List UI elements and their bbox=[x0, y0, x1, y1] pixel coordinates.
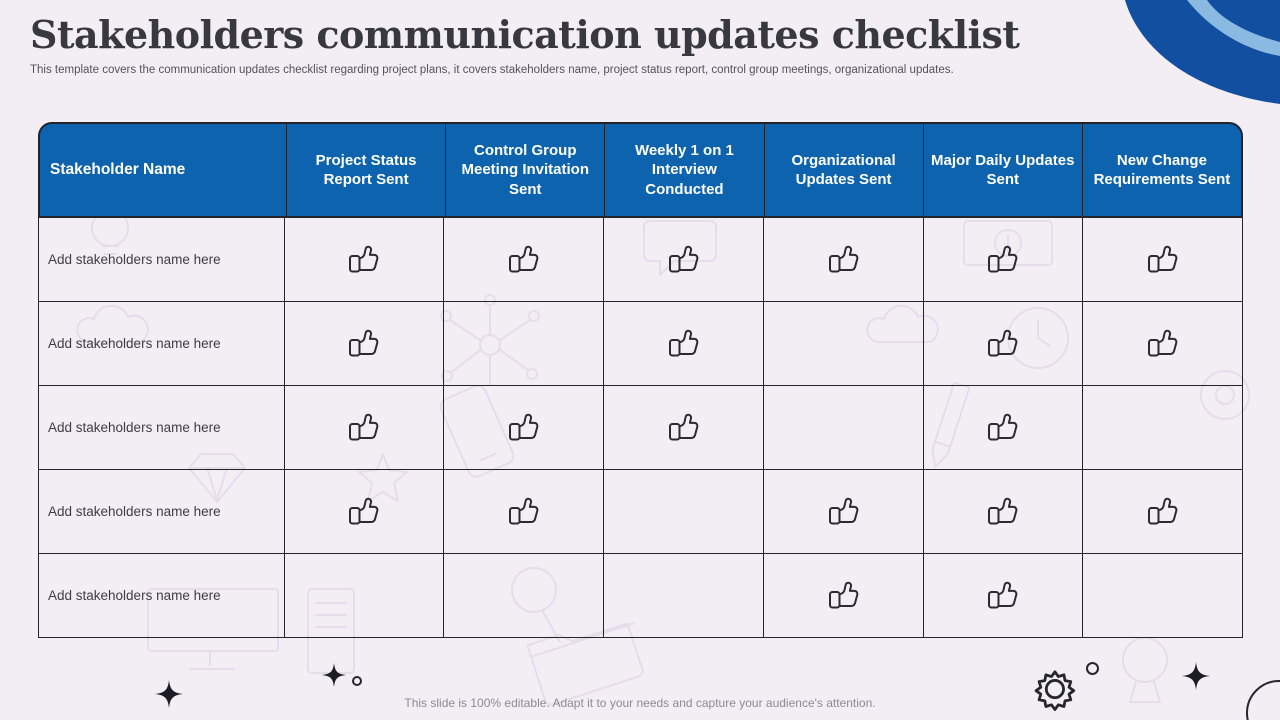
thumbs-up-icon bbox=[668, 245, 699, 273]
thumbs-up-icon bbox=[988, 245, 1018, 273]
check-cell[interactable] bbox=[443, 386, 603, 469]
table-row: Add stakeholders name here bbox=[39, 218, 1242, 301]
table-row: Add stakeholders name here bbox=[39, 553, 1242, 637]
stakeholder-name-text: Add stakeholders name here bbox=[48, 588, 221, 603]
table-header-row: Stakeholder Name Project Status Report S… bbox=[38, 122, 1243, 218]
thumbs-up-icon bbox=[1148, 497, 1178, 525]
check-cell[interactable] bbox=[762, 218, 923, 301]
table-row: Add stakeholders name here bbox=[39, 385, 1242, 469]
column-header-weekly-interview: Weekly 1 on 1 Interview Conducted bbox=[604, 124, 763, 216]
check-cell[interactable] bbox=[603, 302, 763, 385]
sparkle-icon bbox=[322, 663, 346, 687]
check-cell[interactable] bbox=[443, 470, 603, 553]
footer-note: This slide is 100% editable. Adapt it to… bbox=[404, 696, 876, 710]
thumbs-up-icon bbox=[988, 329, 1018, 357]
thumbs-up-icon bbox=[349, 497, 379, 525]
check-cell[interactable] bbox=[603, 386, 763, 469]
check-cell[interactable] bbox=[283, 470, 444, 553]
check-cell[interactable] bbox=[1082, 470, 1242, 553]
circle-outline-icon bbox=[1246, 680, 1280, 720]
thumbs-up-icon bbox=[1148, 329, 1178, 357]
thumbs-up-icon bbox=[509, 413, 539, 441]
check-cell[interactable] bbox=[1082, 554, 1242, 637]
check-cell[interactable] bbox=[283, 386, 444, 469]
stakeholder-name-text: Add stakeholders name here bbox=[48, 252, 221, 267]
check-cell[interactable] bbox=[603, 470, 763, 553]
check-cell[interactable] bbox=[443, 554, 603, 637]
thumbs-up-icon bbox=[509, 497, 539, 525]
thumbs-up-icon bbox=[509, 245, 539, 273]
page-subtitle: This template covers the communication u… bbox=[30, 64, 954, 76]
thumbs-up-icon bbox=[349, 329, 379, 357]
stakeholder-name-text: Add stakeholders name here bbox=[48, 420, 221, 435]
column-header-control-group: Control Group Meeting Invitation Sent bbox=[445, 124, 604, 216]
check-cell[interactable] bbox=[922, 470, 1083, 553]
stakeholder-name-cell[interactable]: Add stakeholders name here bbox=[39, 302, 284, 385]
thumbs-up-icon bbox=[988, 497, 1018, 525]
thumbs-up-icon bbox=[828, 581, 859, 609]
table-row: Add stakeholders name here bbox=[39, 301, 1242, 385]
column-header-org-updates: Organizational Updates Sent bbox=[763, 124, 923, 216]
thumbs-up-icon bbox=[668, 413, 699, 441]
stakeholder-name-cell[interactable]: Add stakeholders name here bbox=[39, 554, 284, 637]
check-cell[interactable] bbox=[922, 302, 1083, 385]
check-cell[interactable] bbox=[283, 554, 444, 637]
check-cell[interactable] bbox=[1082, 386, 1242, 469]
thumbs-up-icon bbox=[988, 413, 1018, 441]
thumbs-up-icon bbox=[828, 497, 859, 525]
thumbs-up-icon bbox=[988, 581, 1018, 609]
check-cell[interactable] bbox=[283, 218, 444, 301]
check-cell[interactable] bbox=[922, 218, 1083, 301]
column-header-new-change: New Change Requirements Sent bbox=[1081, 124, 1241, 216]
stakeholder-name-cell[interactable]: Add stakeholders name here bbox=[39, 470, 284, 553]
thumbs-up-icon bbox=[668, 329, 699, 357]
check-cell[interactable] bbox=[762, 302, 923, 385]
check-cell[interactable] bbox=[922, 386, 1083, 469]
checklist-table: Stakeholder Name Project Status Report S… bbox=[38, 122, 1243, 638]
check-cell[interactable] bbox=[762, 554, 923, 637]
thumbs-up-icon bbox=[349, 413, 379, 441]
check-cell[interactable] bbox=[1082, 302, 1242, 385]
sparkle-icon bbox=[1182, 662, 1210, 690]
column-header-stakeholder-name: Stakeholder Name bbox=[50, 160, 186, 178]
table-row: Add stakeholders name here bbox=[39, 469, 1242, 553]
sparkle-icon bbox=[155, 680, 183, 708]
stakeholder-name-text: Add stakeholders name here bbox=[48, 504, 221, 519]
corner-wave-shape bbox=[1125, 0, 1280, 104]
column-header-project-status: Project Status Report Sent bbox=[286, 124, 445, 216]
stakeholder-name-cell[interactable]: Add stakeholders name here bbox=[39, 386, 284, 469]
check-cell[interactable] bbox=[603, 218, 763, 301]
check-cell[interactable] bbox=[922, 554, 1083, 637]
check-cell[interactable] bbox=[762, 386, 923, 469]
thumbs-up-icon bbox=[349, 245, 379, 273]
check-cell[interactable] bbox=[443, 218, 603, 301]
circle-outline-icon bbox=[1086, 662, 1099, 675]
check-cell[interactable] bbox=[283, 302, 444, 385]
check-cell[interactable] bbox=[1082, 218, 1242, 301]
stakeholder-name-cell[interactable]: Add stakeholders name here bbox=[39, 218, 284, 301]
column-header-major-daily: Major Daily Updates Sent bbox=[922, 124, 1082, 216]
page-title: Stakeholders communication updates check… bbox=[30, 12, 1020, 57]
circle-outline-icon bbox=[352, 676, 362, 686]
check-cell[interactable] bbox=[443, 302, 603, 385]
check-cell[interactable] bbox=[603, 554, 763, 637]
thumbs-up-icon bbox=[1148, 245, 1178, 273]
stakeholder-name-text: Add stakeholders name here bbox=[48, 336, 221, 351]
check-cell[interactable] bbox=[762, 470, 923, 553]
gear-icon bbox=[1034, 670, 1076, 711]
table-body: Add stakeholders name here Add stakehold… bbox=[38, 218, 1243, 638]
thumbs-up-icon bbox=[828, 245, 859, 273]
